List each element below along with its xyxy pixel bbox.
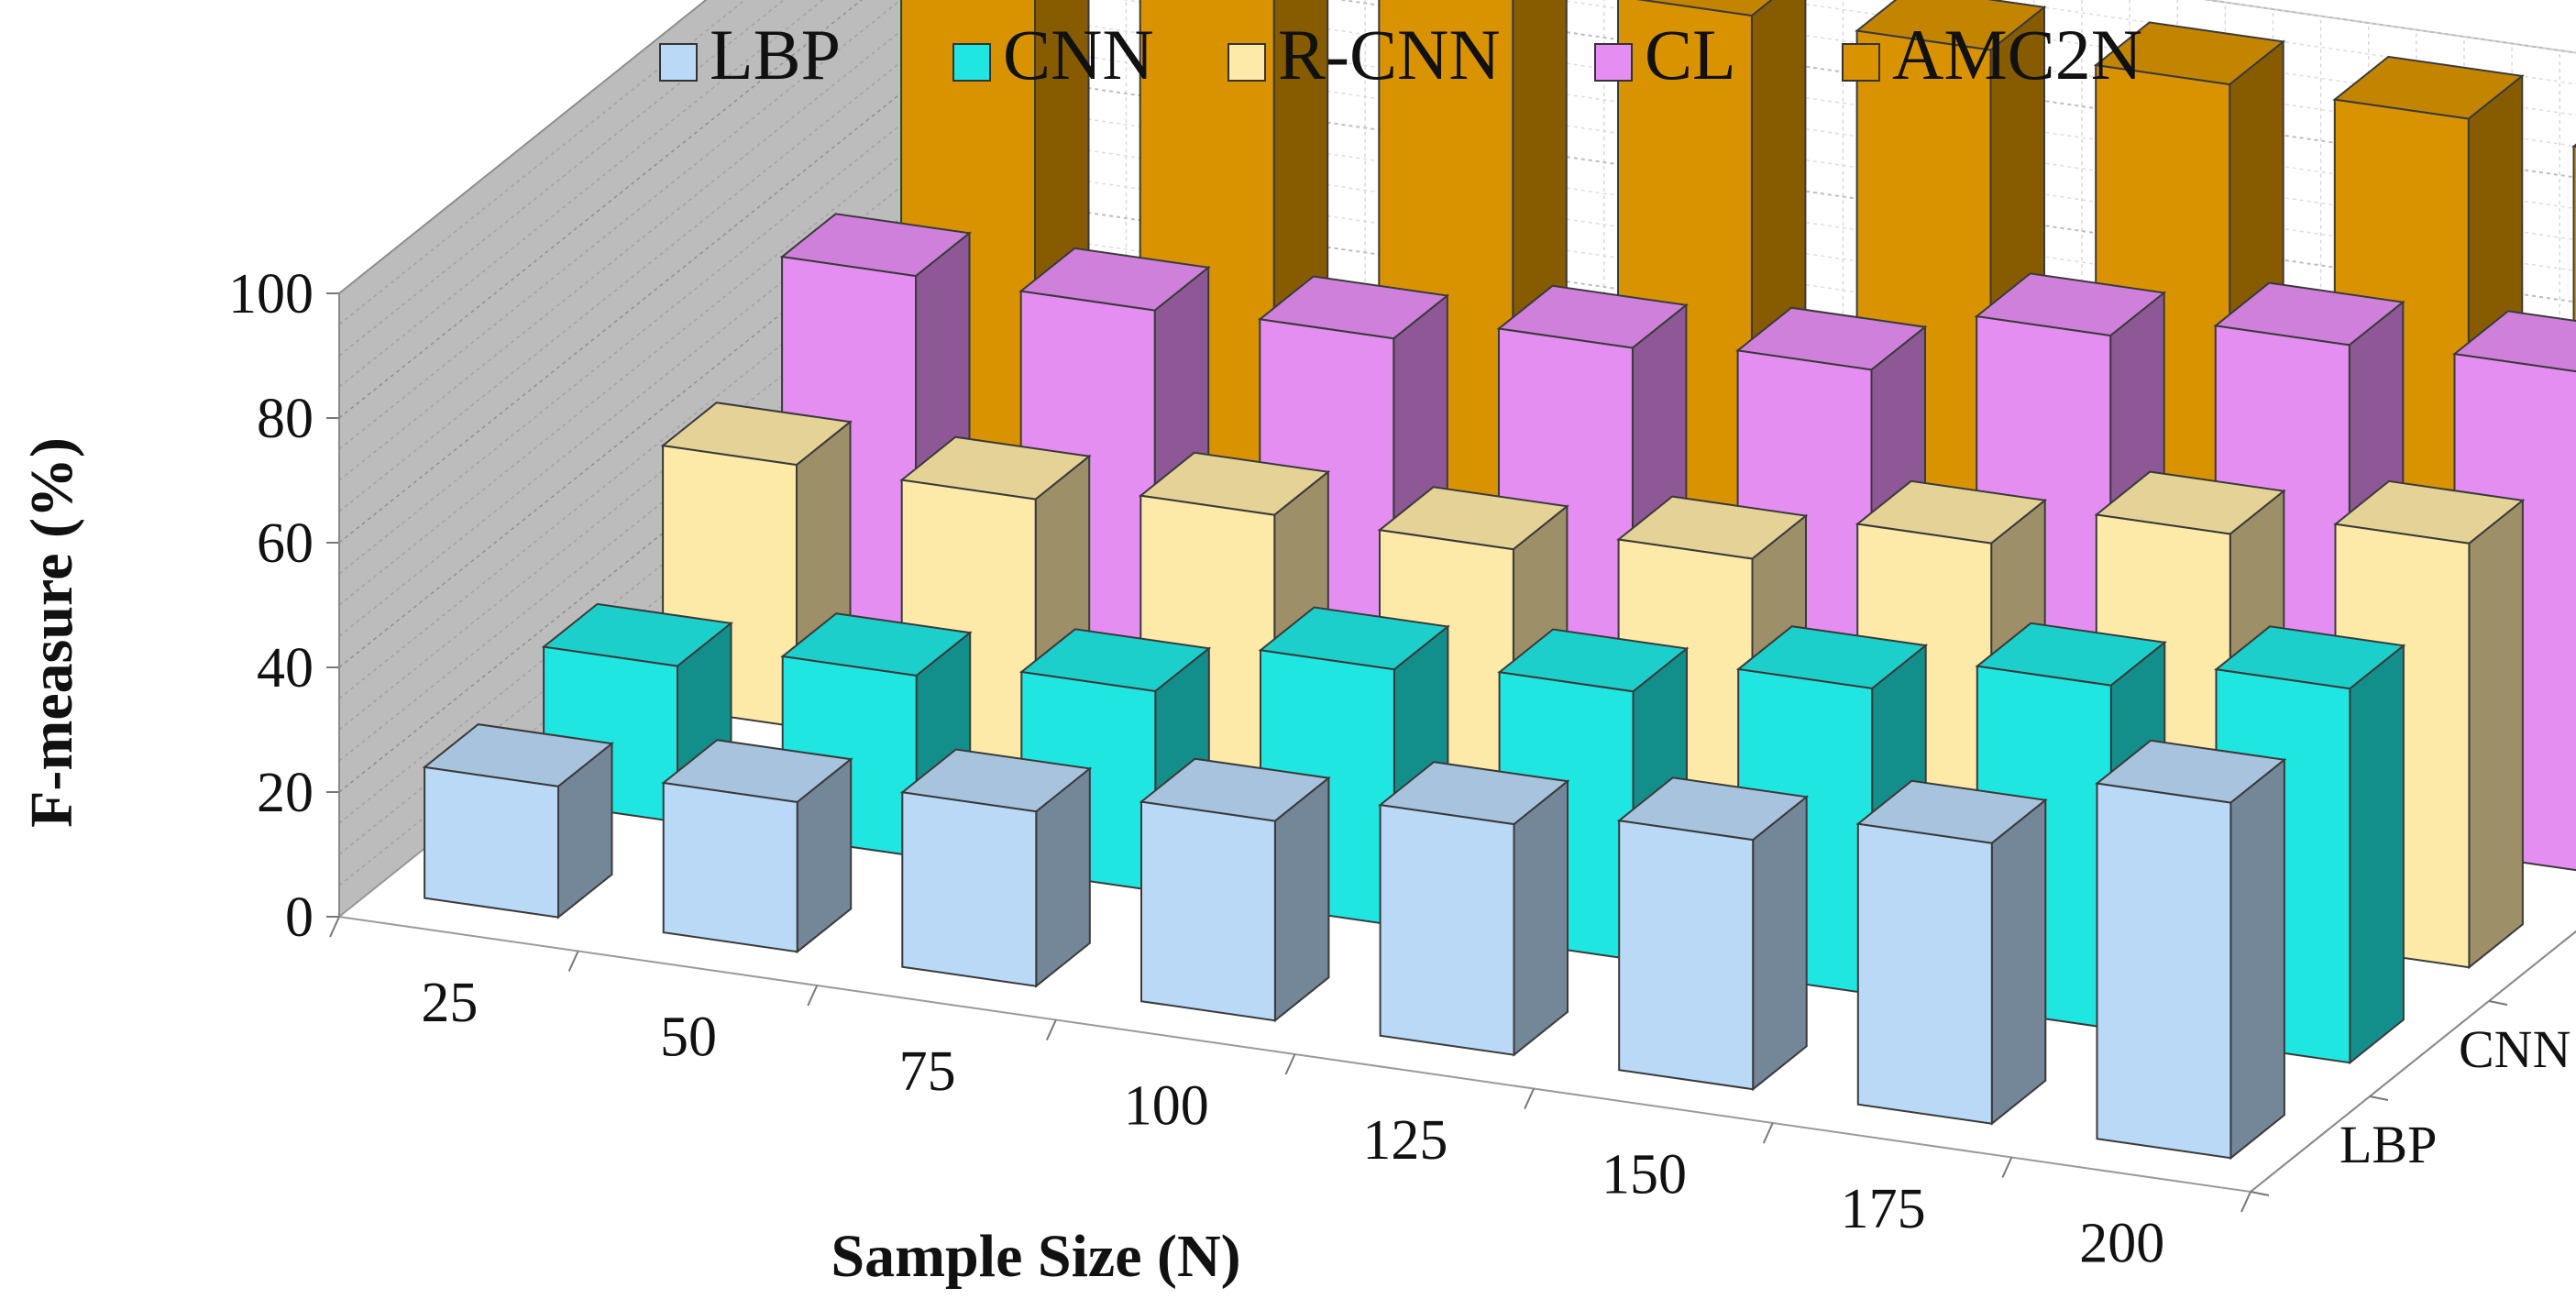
x-tick [2001,1157,2013,1178]
legend-swatch-cnn [952,43,991,82]
side-grid-line [338,252,936,731]
bar-lbp-100 [1139,757,1331,1023]
bar-side [2229,757,2285,1161]
depth-tick-label: CNN [2459,1019,2570,1079]
side-grid-line [338,0,708,294]
x-tick [807,985,819,1007]
bar-front [2096,782,2232,1160]
x-tick [2240,1191,2251,1213]
x-tick-label: 200 [2079,1212,2164,1274]
bar-lbp-50 [661,739,853,954]
y-tick-label: 60 [257,512,314,575]
bar-lbp-25 [422,723,614,919]
x-tick [1284,1053,1296,1075]
legend-swatch-r-cnn [1227,43,1266,82]
x-tick-label: 125 [1362,1109,1448,1172]
side-grid-line [338,96,936,575]
bar-front [1379,803,1515,1056]
back-grid-hline [2202,0,2576,54]
side-grid-line [338,346,936,824]
depth-tick [2369,1095,2389,1101]
legend-label-cnn: CNN [1003,15,1154,94]
back-grid-hline [1121,0,2576,210]
legend-label-lbp: LBP [710,15,841,94]
bar-side [1273,776,1330,1023]
bar-front [901,791,1038,987]
bar-front [1618,820,1755,1091]
y-axis-title: F-measure (%) [18,437,85,828]
y-tick-label: 100 [228,263,314,325]
back-grid-hline [934,3,2576,241]
legend: LBP CNN R-CNN CL AMC2N [659,15,2142,94]
y-tick-label: 40 [257,637,314,699]
side-grid-line [338,314,936,793]
x-tick-label: 25 [421,972,478,1034]
legend-swatch-amc2n [1842,43,1880,82]
depth-tick [2250,1191,2270,1196]
y-tick-label: 80 [257,388,314,450]
side-grid-line [338,0,864,419]
back-grid-hline [1987,0,2576,85]
x-tick-label: 100 [1124,1074,1209,1137]
x-tick [1045,1019,1057,1040]
side-grid-line [338,159,936,637]
x-tick [329,916,340,938]
x-tick-label: 50 [660,1006,717,1068]
side-grid-line [338,0,786,357]
side-grid-line [338,127,936,606]
legend-swatch-cl [1594,43,1633,82]
y-tick-label: 0 [285,886,314,949]
x-tick [567,951,579,972]
side-grid-line [338,3,936,481]
legend-label-r-cnn: R-CNN [1278,15,1501,94]
bar-lbp-200 [2095,739,2287,1161]
depth-tick-label: LBP [2339,1115,2437,1174]
bar-front [424,765,559,919]
legend-swatch-lbp [659,43,698,82]
legend-label-cl: CL [1645,15,1736,94]
back-grid-hline [1554,0,2576,148]
back-grid-hline [1771,0,2576,116]
side-grid-line [338,34,936,512]
side-grid-line [338,0,902,450]
bar-side [2468,498,2524,970]
back-grid-hline [934,34,2576,272]
y-tick-label: 20 [257,762,314,824]
bar-side [2349,644,2405,1065]
depth-axis-line [2250,930,2576,1193]
side-grid-line [338,190,936,668]
bar-side [1513,779,1569,1057]
x-tick-label: 175 [1841,1178,1926,1240]
side-grid-line [338,65,936,544]
x-axis-title: Sample Size (N) [831,1223,1240,1290]
x-tick-label: 150 [1602,1143,1687,1205]
bar-front [1856,822,1993,1125]
bar-lbp-125 [1378,761,1570,1057]
side-grid-line [338,283,936,762]
side-grid-line [338,221,936,699]
back-grid-hline [1336,0,2576,179]
bar-lbp-150 [1616,776,1810,1092]
legend-label-amc2n: AMC2N [1892,15,2142,94]
bars-group [422,0,2576,1161]
side-grid-line [338,0,824,388]
bar-front [1140,800,1276,1022]
axes-group: 020406080100255075100125150175200LBPCNNR… [228,263,2576,1274]
side-grid-line [338,0,746,325]
bar-lbp-75 [899,748,1093,988]
back-grid-hline [934,65,2576,303]
bar-side [1752,795,1808,1092]
depth-tick [2488,1000,2508,1006]
bar-lbp-175 [1855,779,2048,1126]
bar-front [662,781,798,953]
x-tick-label: 75 [899,1040,956,1103]
x-tick [1524,1088,1536,1109]
x-tick [1762,1122,1774,1144]
bar-side [1990,798,2047,1126]
